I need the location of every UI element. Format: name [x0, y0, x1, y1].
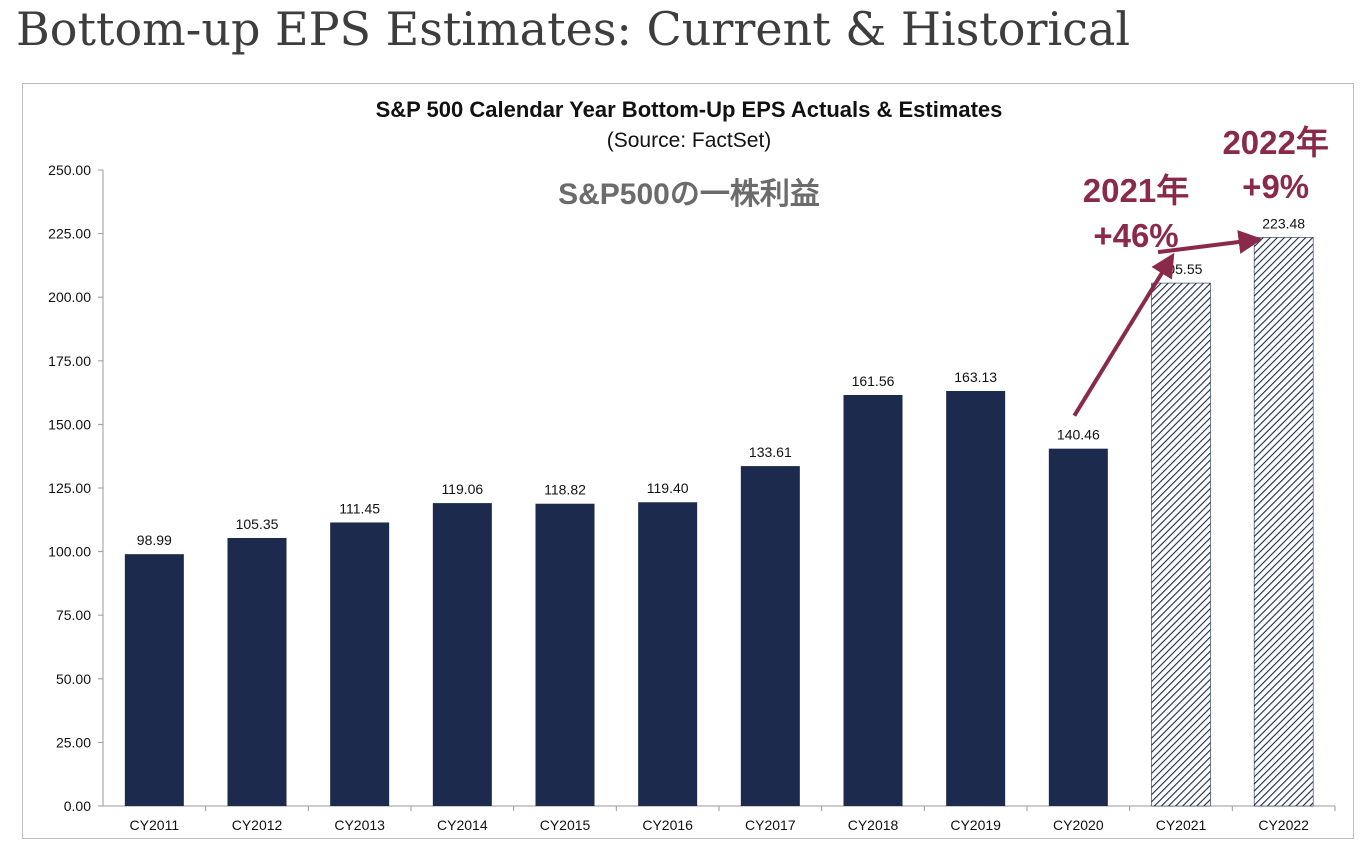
x-tick-label: CY2012 [232, 817, 283, 833]
bar-cy2011 [124, 554, 184, 806]
y-tick-label: 25.00 [56, 734, 91, 750]
x-tick-label: CY2011 [130, 817, 180, 833]
overlay-label: S&P500の一株利益 [558, 178, 820, 211]
bar-cy2017 [740, 466, 800, 806]
bar-cy2020 [1048, 448, 1108, 806]
chart-axes: 0.00 25.00 50.00 75.00 100.00 125.00 150.00 175… [48, 162, 1335, 814]
data-label: 98.99 [137, 532, 172, 548]
x-tick-label: CY2022 [1258, 817, 1309, 833]
chart-title: S&P 500 Calendar Year Bottom-Up EPS Actu… [376, 97, 1003, 122]
x-tick-label: CY2021 [1156, 817, 1207, 833]
arrow-2022 [1157, 230, 1263, 255]
x-tick-label: CY2020 [1053, 817, 1104, 833]
bar-cy2016 [638, 502, 698, 806]
data-label: 118.82 [544, 482, 586, 498]
bar-cy2012 [227, 537, 287, 806]
annotation-2022-growth: +9% [1242, 168, 1309, 205]
data-label: 140.46 [1057, 427, 1100, 443]
bar-cy2022 [1253, 237, 1314, 807]
data-label: 133.61 [749, 444, 792, 460]
bar-cy2021 [1151, 282, 1211, 807]
bar-cy2014 [432, 503, 492, 806]
page-title: Bottom-up EPS Estimates: Current & Histo… [16, 2, 1131, 56]
annotation-2021-year: 2021年 [1083, 172, 1189, 209]
data-label: 163.13 [954, 369, 997, 385]
x-tick-label: CY2017 [745, 817, 796, 833]
arrow-2021 [1072, 252, 1175, 417]
x-tick-label: CY2013 [334, 817, 385, 833]
x-tick-label: CY2016 [642, 817, 693, 833]
bar-cy2018 [843, 394, 903, 806]
bar-cy2019 [946, 390, 1006, 806]
data-label: 119.40 [647, 480, 689, 496]
x-tick-label: CY2018 [848, 817, 899, 833]
data-label: 111.45 [339, 500, 380, 516]
data-label: 223.48 [1262, 215, 1305, 231]
chart-bars: 98.99 CY2011 105.35 CY2012 111.45 CY2013 119.0… [124, 215, 1336, 833]
x-tick-label: CY2015 [540, 817, 591, 833]
y-tick-label: 0.00 [64, 798, 91, 814]
chart-subtitle: (Source: FactSet) [607, 129, 772, 152]
y-tick-label: 100.00 [48, 544, 91, 560]
bar-cy2013 [330, 522, 390, 806]
y-tick-label: 75.00 [56, 607, 91, 623]
annotation-2022-year: 2022年 [1222, 124, 1328, 161]
data-label: 105.35 [236, 516, 279, 532]
y-tick-label: 125.00 [48, 480, 91, 496]
annotation-2021-growth: +46% [1093, 217, 1178, 254]
x-tick-label: CY2019 [950, 817, 1001, 833]
bar-cy2015 [535, 503, 595, 806]
data-label: 119.06 [441, 481, 483, 497]
x-tick-label: CY2014 [437, 817, 488, 833]
y-tick-label: 150.00 [48, 416, 91, 432]
data-label: 161.56 [852, 373, 895, 389]
chart-frame: S&P 500 Calendar Year Bottom-Up EPS Actu… [22, 83, 1354, 839]
y-tick-label: 175.00 [48, 353, 91, 369]
y-tick-label: 225.00 [48, 226, 91, 242]
eps-bar-chart: S&P 500 Calendar Year Bottom-Up EPS Actu… [48, 97, 1336, 833]
y-tick-label: 250.00 [48, 162, 91, 178]
y-tick-label: 50.00 [56, 671, 91, 687]
chart-annotations: 2021年 +46% 2022年 +9% [1072, 124, 1329, 417]
y-tick-label: 200.00 [48, 289, 91, 305]
